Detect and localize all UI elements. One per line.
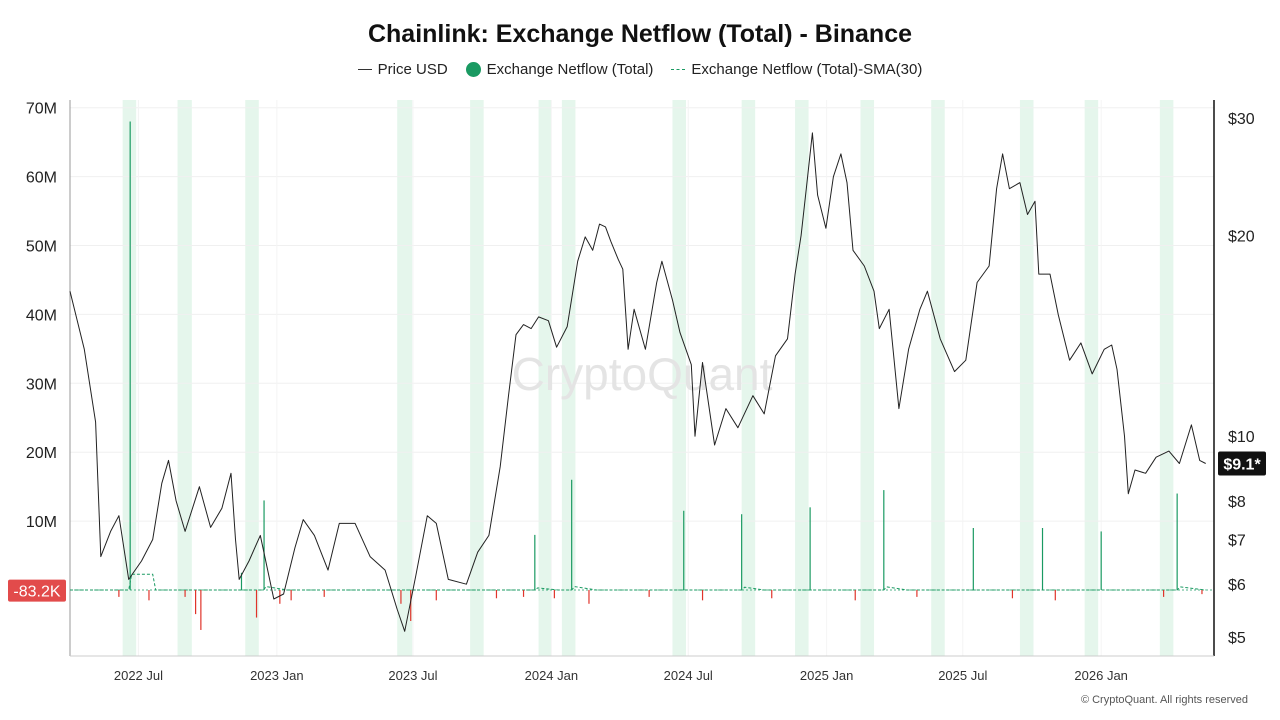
shaded-periods	[122, 100, 1174, 656]
right-tick-label: $20	[1228, 228, 1255, 245]
tick-labels: 10M 20M 30M 40M 50M 60M 70M $30 $20 $10 $8 $7 $6 $5 20…	[26, 101, 1255, 683]
legend-label-sma: Exchange Netflow (Total)-SMA(30)	[691, 61, 923, 78]
right-tick-label: $6	[1228, 577, 1246, 594]
shaded-period	[470, 100, 484, 656]
legend-line-swatch	[357, 69, 372, 70]
copyright-notice: © CryptoQuant. All rights reserved	[1080, 694, 1248, 706]
chart-title: Chainlink: Exchange Netflow (Total) - Bi…	[367, 20, 913, 48]
x-tick-label: 2023 Jan	[250, 668, 304, 683]
left-tick-label: 50M	[26, 239, 57, 256]
watermark: CryptoQuant	[512, 348, 773, 400]
shaded-period	[741, 100, 756, 656]
left-tick-label: 10M	[26, 514, 57, 531]
x-tick-label: 2023 Jul	[388, 668, 437, 683]
shaded-period	[538, 100, 552, 656]
price-series	[69, 132, 1206, 632]
shaded-period	[177, 100, 192, 656]
left-tick-label: 30M	[26, 376, 57, 393]
right-tick-label: $8	[1228, 494, 1246, 511]
x-tick-label: 2024 Jan	[525, 668, 579, 683]
value-badges: -83.2K $9.1*	[8, 451, 1266, 602]
shaded-period	[1019, 100, 1034, 656]
price-value-text: $9.1*	[1223, 457, 1261, 474]
shaded-period	[795, 100, 809, 656]
shaded-period	[672, 100, 686, 656]
x-tick-label: 2022 Jul	[114, 668, 163, 683]
legend-dot-swatch	[465, 62, 481, 77]
shaded-period	[1084, 100, 1099, 656]
x-tick-label: 2025 Jul	[938, 668, 987, 683]
legend-label-price: Price USD	[377, 61, 448, 78]
x-tick-label: 2024 Jul	[664, 668, 713, 683]
legend-item-sma[interactable]: Exchange Netflow (Total)-SMA(30)	[671, 61, 922, 78]
legend-label-netflow: Exchange Netflow (Total)	[486, 61, 654, 78]
shaded-period	[122, 100, 137, 656]
axes	[69, 100, 1215, 657]
legend-dash-swatch	[671, 69, 686, 70]
shaded-period	[1159, 100, 1174, 656]
x-tick-label: 2025 Jan	[800, 668, 854, 683]
x-tick-label: 2026 Jan	[1074, 668, 1128, 683]
gridlines	[70, 100, 1214, 656]
left-tick-label: 20M	[26, 445, 57, 462]
shaded-period	[397, 100, 413, 656]
shaded-period	[931, 100, 945, 656]
right-tick-label: $10	[1228, 429, 1255, 446]
netflow-value-badge	[8, 579, 66, 602]
left-tick-label: 60M	[26, 170, 57, 187]
netflow-series	[118, 121, 1203, 630]
right-tick-label: $7	[1228, 533, 1246, 550]
netflow-value-text: -83.2K	[13, 584, 60, 601]
right-tick-label: $30	[1228, 111, 1255, 128]
left-tick-label: 40M	[26, 307, 57, 324]
legend: Price USD Exchange Netflow (Total) Excha…	[0, 61, 1280, 78]
legend-item-price[interactable]: Price USD	[357, 61, 448, 78]
price-value-badge	[1218, 451, 1266, 476]
legend-item-netflow[interactable]: Exchange Netflow (Total)	[465, 61, 654, 78]
shaded-period	[245, 100, 259, 656]
right-tick-label: $5	[1228, 630, 1246, 647]
price-line	[69, 132, 1206, 632]
left-tick-label: 70M	[26, 101, 57, 118]
shaded-period	[860, 100, 875, 656]
